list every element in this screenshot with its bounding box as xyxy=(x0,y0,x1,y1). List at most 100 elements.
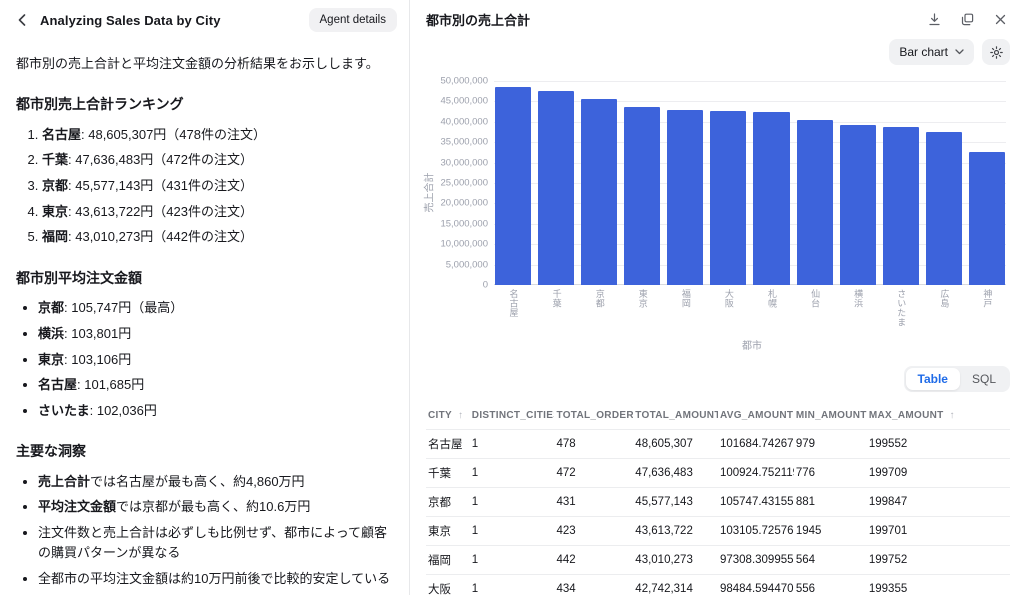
bar[interactable] xyxy=(796,120,833,285)
view-toggle-row: Table SQL xyxy=(410,352,1024,392)
column-header[interactable]: CITY ↑ xyxy=(428,410,464,421)
list-item: 東京: 103,106円 xyxy=(38,350,393,370)
chat-header: Analyzing Sales Data by City Agent detai… xyxy=(0,0,409,32)
gear-icon[interactable] xyxy=(982,39,1010,65)
bar-series xyxy=(494,81,1006,285)
intro-text: 都市別の売上合計と平均注文金額の分析結果をお示しします。 xyxy=(16,56,379,71)
sort-arrow-icon[interactable]: ↑ xyxy=(949,410,955,421)
y-tick-label: 25,000,000 xyxy=(440,177,488,189)
chart-panel-actions xyxy=(926,12,1008,28)
list-item: 千葉: 47,636,483円（472件の注文） xyxy=(42,150,393,170)
table-cell: 199701 xyxy=(866,516,1010,546)
bar[interactable] xyxy=(538,90,575,285)
download-icon[interactable] xyxy=(926,12,942,28)
close-icon[interactable] xyxy=(992,12,1008,28)
table-row: 大阪 1 434 42,742,314 98484.594470 556 199355 xyxy=(426,574,1010,595)
x-tick-label: 東京 xyxy=(637,289,648,308)
table-cell: 472 xyxy=(554,458,634,488)
bar[interactable] xyxy=(839,124,876,285)
table-cell: 43,613,722 xyxy=(633,516,718,546)
table-row: 名古屋 1 478 48,605,307 101684.742678 979 199552 xyxy=(426,429,1010,459)
agent-details-button[interactable]: Agent details xyxy=(308,8,397,32)
bar[interactable] xyxy=(968,152,1005,285)
y-tick-label: 30,000,000 xyxy=(440,157,488,169)
chart-type-select[interactable]: Bar chart xyxy=(889,39,974,65)
list-item: 注文件数と売上合計は必ずしも比例せず、都市によって顧客の購買パターンが異なる xyxy=(38,523,393,563)
x-tick-label: 千葉 xyxy=(551,289,562,308)
list-item: 京都: 105,747円（最高） xyxy=(38,298,393,318)
list-item: 売上合計では名古屋が最も高く、約4,860万円 xyxy=(38,472,393,492)
table-header-row: CITY↑ DISTINCT_CITIES↑TOTAL_ORDERS↑TOTAL_… xyxy=(426,402,1010,430)
x-tick-cell: 広島 xyxy=(926,289,962,327)
list-item: 福岡: 43,010,273円（442件の注文） xyxy=(42,227,393,247)
table-cell: 1 xyxy=(469,574,555,595)
table-cell: 556 xyxy=(793,574,867,595)
insights-heading: 主要な洞察 xyxy=(16,442,86,459)
table-cell: 京都 xyxy=(426,487,470,517)
table-cell: 97308.309955 xyxy=(717,545,794,575)
gridline xyxy=(494,264,1006,266)
copy-icon[interactable] xyxy=(959,12,975,28)
x-tick-label: 福岡 xyxy=(680,289,691,308)
x-tick-label: 京都 xyxy=(594,289,605,308)
table-cell: 1 xyxy=(469,545,555,575)
bar[interactable] xyxy=(624,107,661,285)
table-cell: 199752 xyxy=(866,545,1010,575)
gridline xyxy=(494,183,1006,184)
y-tick-label: 20,000,000 xyxy=(440,197,488,209)
bar[interactable] xyxy=(581,99,618,285)
tab-sql[interactable]: SQL xyxy=(971,372,996,386)
chat-message-body: 都市別の売上合計と平均注文金額の分析結果をお示しします。 都市別売上合計ランキン… xyxy=(0,32,409,595)
table-row: 京都 1 431 45,577,143 105747.431555 881 199847 xyxy=(426,487,1010,517)
table-cell: 名古屋 xyxy=(426,429,470,459)
table-row: 千葉 1 472 47,636,483 100924.752119 776 199709 xyxy=(426,458,1010,488)
list-item: 東京: 43,613,722円（423件の注文） xyxy=(42,202,393,222)
sort-arrow-icon[interactable]: ↑ xyxy=(457,410,464,421)
column-header[interactable]: DISTINCT_CITIES↑ xyxy=(471,410,555,421)
ranking-list: 名古屋: 48,605,307円（478件の注文） 千葉: 47,636,483円… xyxy=(16,125,393,248)
back-icon[interactable] xyxy=(12,10,32,30)
conversation-title: Analyzing Sales Data by City xyxy=(40,12,221,28)
y-tick-label: 10,000,000 xyxy=(440,238,488,250)
table-cell: 1945 xyxy=(793,516,867,546)
table-cell: 199847 xyxy=(866,487,1010,517)
table-cell: 東京 xyxy=(426,516,470,546)
table-cell: 103105.725768 xyxy=(717,516,794,546)
x-tick-label: 広島 xyxy=(939,289,950,308)
x-tick-cell: 京都 xyxy=(581,289,617,327)
table-cell: 434 xyxy=(554,574,634,595)
y-tick-label: 0 xyxy=(482,279,488,291)
bar[interactable] xyxy=(495,86,532,285)
x-tick-label: 大阪 xyxy=(723,289,734,308)
bar[interactable] xyxy=(710,110,747,285)
bar[interactable] xyxy=(667,109,704,285)
table-cell: 776 xyxy=(793,458,867,488)
x-tick-cell: 名古屋 xyxy=(495,289,531,327)
gridline xyxy=(494,223,1006,225)
column-header[interactable]: AVG_AMOUNT↑ xyxy=(719,410,794,421)
tab-table[interactable]: Table xyxy=(905,368,960,390)
table-cell: 979 xyxy=(793,429,867,459)
gridline xyxy=(494,121,1006,123)
y-tick-label: 45,000,000 xyxy=(440,95,488,107)
bar[interactable] xyxy=(925,132,962,285)
y-tick-label: 40,000,000 xyxy=(440,116,488,128)
column-header[interactable]: TOTAL_ORDERS↑ xyxy=(556,410,634,421)
chart-detail-panel: 都市別の売上合計 Bar chart xyxy=(410,0,1024,595)
column-header[interactable]: TOTAL_AMOUNT↑ xyxy=(635,410,718,421)
bar[interactable] xyxy=(882,127,919,285)
list-item: さいたま: 102,036円 xyxy=(38,401,393,421)
column-header[interactable]: MIN_AMOUNT↑ xyxy=(795,410,867,421)
table-cell: 199355 xyxy=(866,574,1010,595)
table-cell: 98484.594470 xyxy=(717,574,794,595)
list-item: 名古屋: 48,605,307円（478件の注文） xyxy=(42,125,393,145)
x-tick-label: 仙台 xyxy=(810,289,821,308)
table-cell: 48,605,307 xyxy=(633,429,718,459)
column-header[interactable]: MAX_AMOUNT ↑ xyxy=(868,410,955,421)
x-tick-cell: 横浜 xyxy=(840,289,876,327)
bar[interactable] xyxy=(753,112,790,285)
gridline xyxy=(494,244,1006,246)
averages-list: 京都: 105,747円（最高） 横浜: 103,801円東京: 103,106円… xyxy=(16,298,393,421)
chart-panel-header: 都市別の売上合計 xyxy=(410,0,1024,29)
